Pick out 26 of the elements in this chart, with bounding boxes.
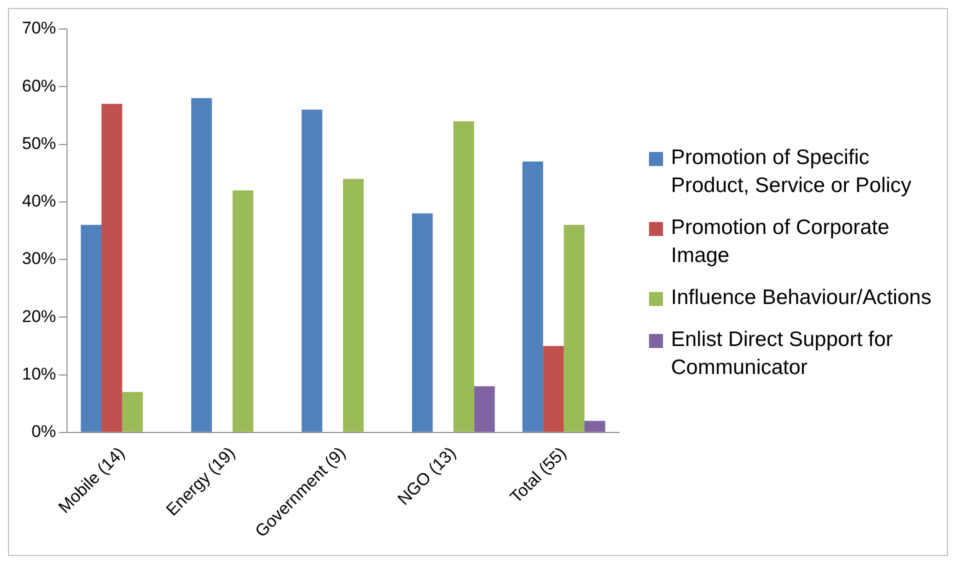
bar	[232, 190, 254, 432]
bar	[412, 213, 433, 432]
y-tick-label: 10%	[22, 364, 56, 384]
y-tick-label: 0%	[31, 422, 56, 442]
y-tick-label: 60%	[22, 76, 56, 96]
y-tick-label: 50%	[22, 134, 56, 153]
y-tick-label: 20%	[22, 306, 56, 326]
y-tick-label: 30%	[22, 249, 56, 268]
bar	[474, 386, 495, 432]
legend-label: Promotion of Corporate Image	[671, 215, 890, 269]
bar	[122, 392, 143, 432]
legend-label: Enlist Direct Support for Communicator	[671, 327, 894, 381]
y-tick-label: 70%	[22, 18, 56, 38]
bar	[80, 224, 102, 432]
bar	[564, 224, 584, 432]
bar	[584, 420, 606, 432]
bar	[543, 346, 564, 432]
bar	[522, 162, 544, 432]
bar	[102, 104, 122, 432]
bar	[191, 98, 212, 432]
y-tick-label: 40%	[22, 192, 56, 211]
bar	[302, 110, 322, 432]
legend-label: Influence Behaviour/Actions	[671, 285, 932, 311]
bar	[453, 121, 474, 432]
bar	[343, 178, 364, 432]
legend-label: Promotion of Specific Product, Service or Policy	[671, 145, 912, 199]
